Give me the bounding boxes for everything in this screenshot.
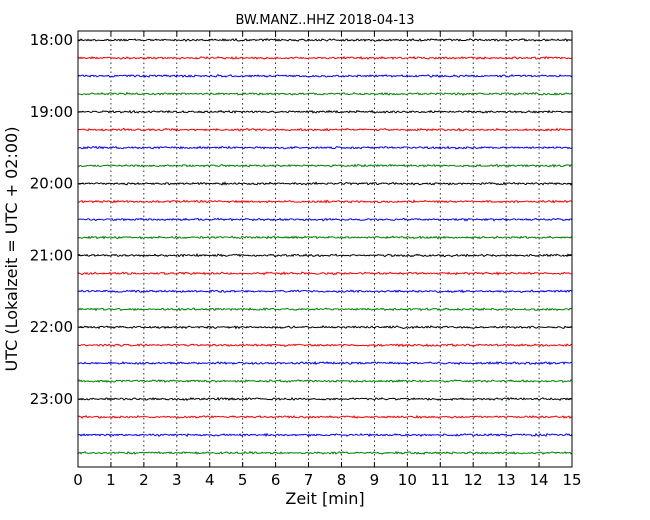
y-tick-label: 19:00 — [30, 103, 73, 121]
y-tick-label: 22:00 — [30, 318, 73, 336]
trace-line — [77, 181, 573, 186]
x-tick-label: 0 — [73, 471, 83, 489]
trace-line — [77, 199, 573, 204]
y-tick-label: 18:00 — [30, 31, 73, 49]
y-axis-label: UTC (Lokalzeit = UTC + 02:00) — [2, 127, 21, 372]
x-tick-label: 10 — [398, 471, 417, 489]
trace-line — [77, 217, 573, 222]
y-tick-label: 21:00 — [30, 246, 73, 264]
trace-line — [77, 73, 573, 78]
x-tick-label: 3 — [172, 471, 182, 489]
x-tick-label: 13 — [497, 471, 516, 489]
trace-line — [77, 414, 573, 420]
trace-line — [77, 325, 573, 330]
y-axis: 18:00 19:00 20:00 21:00 22:00 23:00 — [30, 31, 572, 408]
trace-line — [77, 163, 573, 168]
x-tick-label: 15 — [562, 471, 581, 489]
trace-line — [77, 343, 573, 348]
trace-line — [77, 450, 573, 455]
trace-line — [77, 127, 573, 132]
trace-line — [77, 396, 573, 402]
x-tick-label: 1 — [106, 471, 116, 489]
trace-line — [77, 289, 573, 294]
x-tick-label: 5 — [238, 471, 248, 489]
trace-line — [77, 432, 573, 438]
trace-line — [77, 379, 573, 383]
x-axis-label: Zeit [min] — [285, 489, 364, 508]
chart-title: BW.MANZ..HHZ 2018-04-13 — [235, 13, 414, 28]
trace-line — [77, 271, 573, 276]
trace-line — [77, 145, 573, 150]
x-axis: 0 1 2 3 4 5 6 7 8 9 10 11 12 13 14 15 — [73, 31, 582, 489]
x-tick-label: 12 — [464, 471, 483, 489]
trace-line — [77, 307, 573, 312]
y-tick-label: 20:00 — [30, 175, 73, 193]
trace-line — [77, 360, 573, 366]
trace-line — [77, 235, 573, 240]
trace-line — [77, 109, 573, 114]
y-tick-label: 23:00 — [30, 390, 73, 408]
x-tick-label: 11 — [431, 471, 450, 489]
plot-frame — [77, 30, 573, 468]
x-tick-label: 4 — [205, 471, 215, 489]
trace-line — [77, 37, 573, 43]
x-tick-label: 9 — [370, 471, 380, 489]
x-tick-label: 14 — [530, 471, 549, 489]
trace-line — [77, 55, 573, 61]
grid-lines — [110, 31, 540, 467]
x-tick-label: 6 — [271, 471, 281, 489]
trace-line — [77, 252, 573, 258]
x-tick-label: 7 — [304, 471, 314, 489]
x-tick-label: 2 — [139, 471, 149, 489]
traces-group — [77, 37, 573, 455]
x-tick-label: 8 — [337, 471, 347, 489]
trace-line — [77, 91, 573, 96]
